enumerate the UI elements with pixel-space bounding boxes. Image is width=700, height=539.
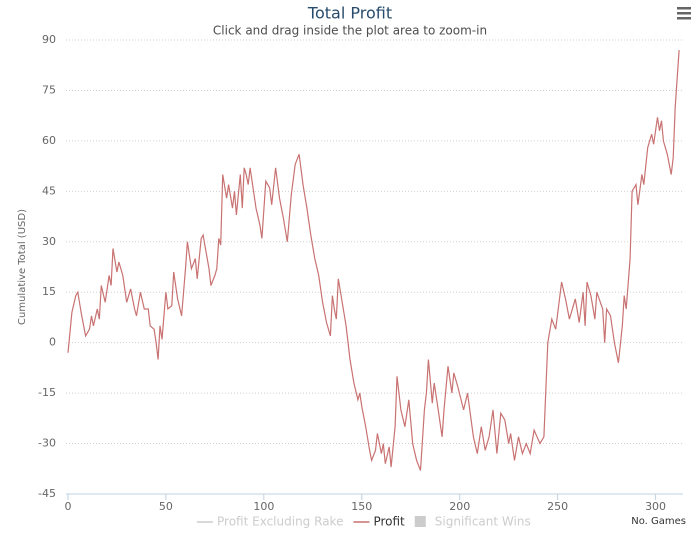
profit-line <box>67 50 680 471</box>
legend: Profit Excluding Rake Profit Significant W… <box>197 515 531 529</box>
menu-icon[interactable] <box>677 7 691 20</box>
y-tick-label: 45 <box>42 184 56 197</box>
legend-item[interactable]: Significant Wins <box>435 515 531 529</box>
x-tick-label: 0 <box>64 500 71 513</box>
x-tick-label: 250 <box>547 500 568 513</box>
y-tick-label: -30 <box>38 437 56 450</box>
y-axis-title: Cumulative Total (USD) <box>17 209 28 325</box>
legend-item[interactable]: Profit Excluding Rake <box>217 515 343 529</box>
y-tick-label: 90 <box>42 33 56 46</box>
x-tick-label: 50 <box>159 500 173 513</box>
y-tick-label: 75 <box>42 83 56 96</box>
y-tick-label: 15 <box>42 285 56 298</box>
x-tick-label: 200 <box>449 500 470 513</box>
y-tick-label: 60 <box>42 134 56 147</box>
x-tick-label: 300 <box>645 500 666 513</box>
x-tick-label: 150 <box>351 500 372 513</box>
chart-subtitle: Click and drag inside the plot area to z… <box>213 24 487 38</box>
x-tick-label: 100 <box>253 500 274 513</box>
legend-symbol <box>414 516 426 527</box>
y-tick-label: -45 <box>38 487 56 500</box>
y-tick-label: 30 <box>42 235 56 248</box>
y-tick-label: 0 <box>49 336 56 349</box>
chart-title: Total Profit <box>307 4 392 23</box>
x-axis-title: No. Games <box>631 516 686 527</box>
y-tick-label: -15 <box>38 386 56 399</box>
legend-item[interactable]: Profit <box>373 515 405 529</box>
